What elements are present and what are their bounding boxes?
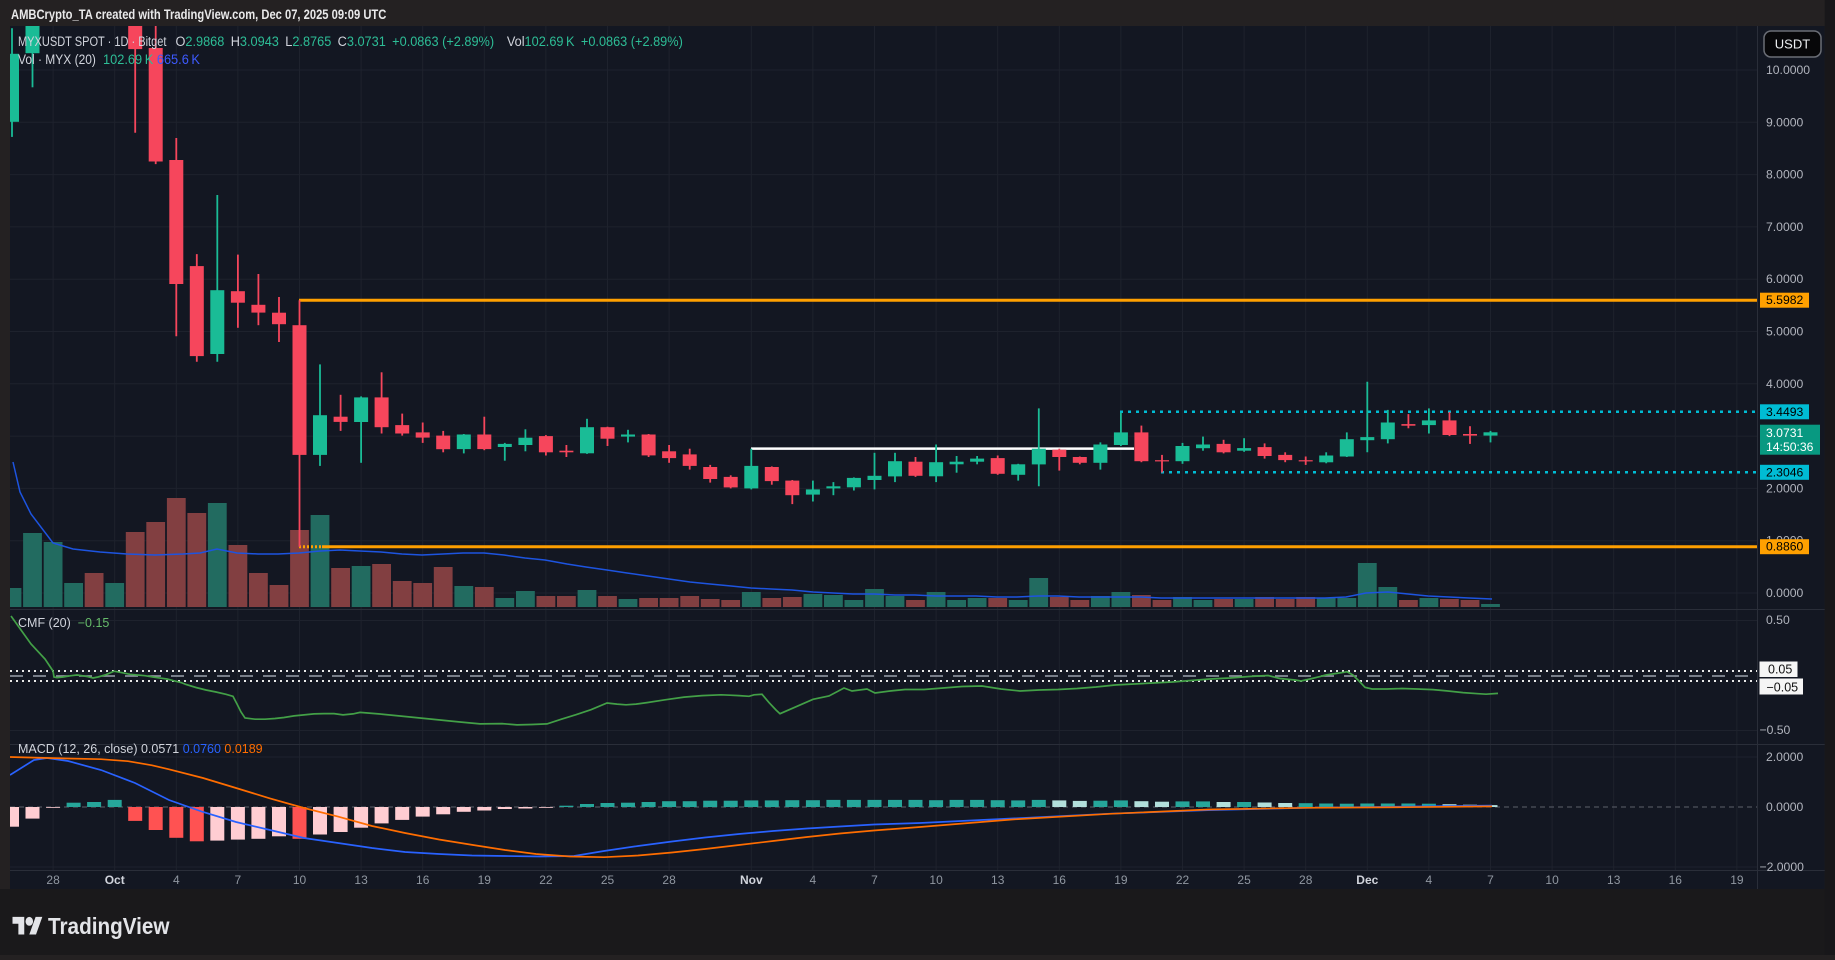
svg-text:TradingView: TradingView xyxy=(48,913,170,939)
svg-text:28: 28 xyxy=(1299,873,1313,887)
svg-text:Vol · MYX (20): Vol · MYX (20) xyxy=(18,51,96,67)
svg-text:USDT: USDT xyxy=(1775,37,1810,52)
svg-text:2.3046: 2.3046 xyxy=(1766,465,1803,479)
svg-text:8.0000: 8.0000 xyxy=(1766,168,1803,182)
svg-text:7: 7 xyxy=(235,873,242,887)
svg-text:14:50:36: 14:50:36 xyxy=(1766,440,1814,454)
svg-text:5.0000: 5.0000 xyxy=(1766,325,1803,339)
svg-text:10.0000: 10.0000 xyxy=(1766,63,1810,77)
svg-text:AMBCrypto_TA created with Trad: AMBCrypto_TA created with TradingView.co… xyxy=(11,7,386,22)
svg-text:7: 7 xyxy=(871,873,878,887)
svg-text:102.69 K 665.6 K: 102.69 K 665.6 K xyxy=(103,51,200,67)
svg-text:0.0000: 0.0000 xyxy=(1766,800,1803,814)
svg-text:3.0731: 3.0731 xyxy=(1766,426,1803,440)
svg-text:0.8860: 0.8860 xyxy=(1766,540,1803,554)
svg-text:−0.05: −0.05 xyxy=(1767,680,1799,694)
svg-text:7.0000: 7.0000 xyxy=(1766,220,1803,234)
svg-text:O2.9868 H3.0943 L2.8765 C3.073: O2.9868 H3.0943 L2.8765 C3.0731 +0.0863 … xyxy=(176,33,683,49)
svg-text:13: 13 xyxy=(1607,873,1621,887)
svg-text:4: 4 xyxy=(1426,873,1433,887)
svg-text:28: 28 xyxy=(46,873,60,887)
svg-text:Oct: Oct xyxy=(105,873,125,887)
svg-text:4.0000: 4.0000 xyxy=(1766,377,1803,391)
svg-text:Dec: Dec xyxy=(1356,873,1378,887)
svg-text:22: 22 xyxy=(539,873,553,887)
svg-text:28: 28 xyxy=(662,873,676,887)
svg-text:Nov: Nov xyxy=(740,873,763,887)
svg-text:2.0000: 2.0000 xyxy=(1766,750,1803,764)
svg-text:19: 19 xyxy=(1114,873,1128,887)
svg-text:10: 10 xyxy=(929,873,943,887)
svg-text:0.0000: 0.0000 xyxy=(1766,586,1803,600)
svg-text:16: 16 xyxy=(1669,873,1683,887)
svg-text:25: 25 xyxy=(1237,873,1251,887)
svg-text:16: 16 xyxy=(1053,873,1067,887)
svg-text:7: 7 xyxy=(1487,873,1494,887)
svg-text:−2.0000: −2.0000 xyxy=(1760,860,1805,874)
svg-text:3.4493: 3.4493 xyxy=(1766,405,1803,419)
svg-text:0.50: 0.50 xyxy=(1766,613,1790,627)
svg-text:10: 10 xyxy=(1545,873,1559,887)
svg-text:9.0000: 9.0000 xyxy=(1766,115,1803,129)
svg-text:13: 13 xyxy=(991,873,1005,887)
svg-text:6.0000: 6.0000 xyxy=(1766,272,1803,286)
svg-text:22: 22 xyxy=(1176,873,1190,887)
svg-text:19: 19 xyxy=(478,873,492,887)
svg-text:5.5982: 5.5982 xyxy=(1766,293,1803,307)
svg-text:−0.50: −0.50 xyxy=(1760,723,1791,737)
svg-text:2.0000: 2.0000 xyxy=(1766,481,1803,495)
svg-text:MACD (12, 26, close) 0.0571 0.: MACD (12, 26, close) 0.0571 0.0760 0.018… xyxy=(18,742,263,756)
svg-text:CMF (20) −0.15: CMF (20) −0.15 xyxy=(18,616,109,630)
svg-text:4: 4 xyxy=(173,873,180,887)
svg-text:0.05: 0.05 xyxy=(1768,663,1792,677)
svg-text:MYXUSDT SPOT · 1D · Bitget: MYXUSDT SPOT · 1D · Bitget xyxy=(18,34,167,50)
svg-text:10: 10 xyxy=(293,873,307,887)
svg-text:19: 19 xyxy=(1730,873,1744,887)
svg-text:13: 13 xyxy=(354,873,368,887)
svg-text:25: 25 xyxy=(601,873,615,887)
svg-text:4: 4 xyxy=(810,873,817,887)
svg-text:16: 16 xyxy=(416,873,430,887)
